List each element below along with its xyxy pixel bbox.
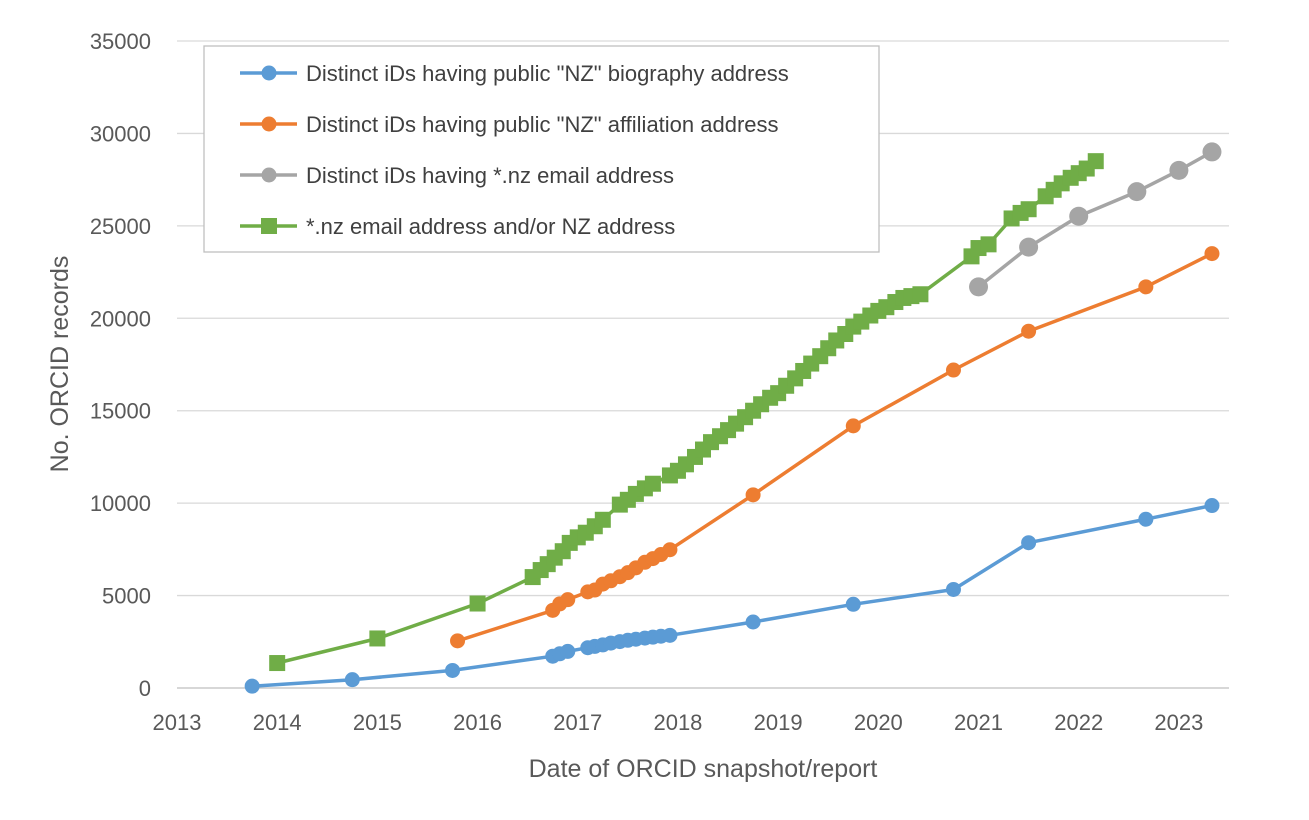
series-3 — [969, 142, 1222, 297]
y-tick-label: 10000 — [90, 491, 151, 516]
data-point — [745, 614, 761, 630]
series-2-line — [456, 252, 1213, 643]
data-point — [662, 627, 678, 643]
data-point — [969, 277, 989, 297]
data-point — [662, 542, 678, 558]
data-point — [450, 633, 466, 649]
series-4 — [269, 153, 1104, 672]
legend-box — [203, 45, 880, 253]
data-point — [945, 362, 961, 378]
legend-label: Distinct iDs having public "NZ" affiliat… — [306, 112, 779, 137]
data-point — [469, 595, 486, 612]
data-point — [594, 511, 611, 528]
y-tick-label: 20000 — [90, 306, 151, 331]
x-tick-label: 2014 — [253, 710, 302, 735]
axes: 0 5000 10000 15000 20000 25000 30000 35000 2013 2… — [90, 29, 1229, 735]
data-point — [1204, 246, 1220, 262]
y-tick-label: 30000 — [90, 121, 151, 146]
data-point — [560, 592, 576, 608]
data-point — [269, 655, 286, 672]
x-tick-label: 2015 — [353, 710, 402, 735]
legend-label: Distinct iDs having public "NZ" biograph… — [306, 61, 789, 86]
data-point — [845, 596, 861, 612]
legend-item-distinct-ids-having-public-nz-biography-address: Distinct iDs having public "NZ" biograph… — [240, 61, 789, 86]
data-point — [1069, 206, 1089, 226]
data-point — [1019, 237, 1039, 257]
y-tick-label: 35000 — [90, 29, 151, 54]
x-tick-label: 2020 — [854, 710, 903, 735]
data-point — [1202, 142, 1222, 162]
data-point — [1138, 279, 1154, 295]
data-point — [1138, 511, 1154, 527]
legend-item-nz-email-address-and-or-nz-address: *.nz email address and/or NZ address — [240, 214, 675, 239]
y-tick-label: 15000 — [90, 399, 151, 424]
x-tick-label: 2017 — [553, 710, 602, 735]
legend-marker — [261, 65, 277, 81]
data-point — [1169, 160, 1189, 180]
x-tick-label: 2016 — [453, 710, 502, 735]
data-point — [1021, 323, 1037, 339]
data-point — [1020, 201, 1037, 218]
legend: Distinct iDs having public "NZ" biograph… — [203, 45, 880, 253]
data-point — [912, 286, 929, 303]
data-point — [344, 672, 360, 688]
x-axis-title: Date of ORCID snapshot/report — [529, 755, 878, 783]
x-tick-label: 2013 — [153, 710, 202, 735]
legend-marker — [261, 167, 277, 183]
y-axis-title: No. ORCID records — [46, 256, 74, 473]
data-point — [945, 581, 961, 597]
y-tick-label: 25000 — [90, 214, 151, 239]
series-2 — [450, 246, 1220, 649]
x-tick-label: 2018 — [653, 710, 702, 735]
y-tick-label: 0 — [139, 676, 151, 701]
x-tick-label: 2019 — [754, 710, 803, 735]
data-point — [1021, 535, 1037, 551]
data-point — [980, 236, 997, 253]
legend-label: *.nz email address and/or NZ address — [306, 214, 675, 239]
data-point — [560, 643, 576, 659]
series-group — [244, 142, 1222, 694]
legend-item-distinct-ids-having-nz-email-address: Distinct iDs having *.nz email address — [240, 163, 674, 188]
legend-item-distinct-ids-having-public-nz-affiliation-address: Distinct iDs having public "NZ" affiliat… — [240, 112, 779, 137]
x-tick-label: 2021 — [954, 710, 1003, 735]
series-1 — [244, 498, 1220, 694]
data-point — [644, 475, 661, 492]
y-tick-label: 5000 — [102, 584, 151, 609]
x-tick-label: 2023 — [1154, 710, 1203, 735]
legend-marker — [261, 218, 277, 234]
data-point — [445, 662, 461, 678]
data-point — [1087, 153, 1104, 170]
legend-marker — [261, 116, 277, 132]
x-tick-label: 2022 — [1054, 710, 1103, 735]
legend-label: Distinct iDs having *.nz email address — [306, 163, 674, 188]
data-point — [845, 418, 861, 434]
data-point — [745, 487, 761, 503]
data-point — [1127, 182, 1147, 202]
data-point — [369, 630, 386, 647]
data-point — [1204, 498, 1220, 514]
data-point — [244, 678, 260, 694]
